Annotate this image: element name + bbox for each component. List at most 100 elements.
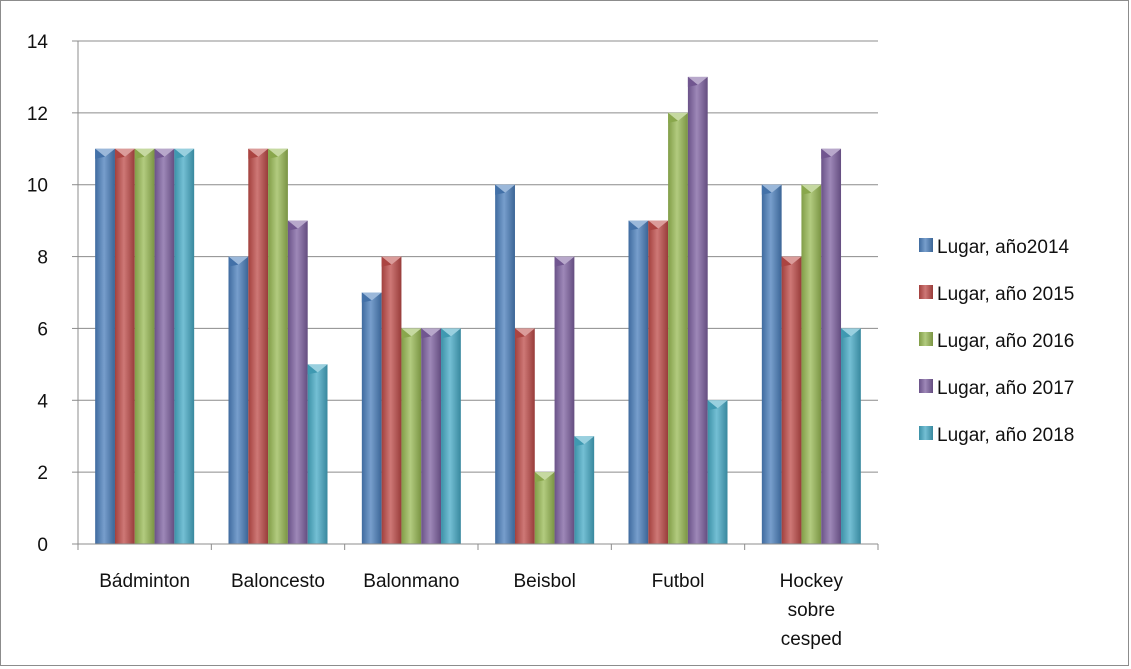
bar-body bbox=[248, 148, 269, 545]
bar-body bbox=[495, 184, 515, 544]
bar-cap-shade bbox=[574, 436, 585, 447]
legend-swatch bbox=[919, 332, 933, 346]
bar-cap-shade bbox=[801, 184, 812, 195]
bar-cap bbox=[707, 400, 728, 409]
bar-cap-shade bbox=[248, 148, 259, 159]
legend-item: Lugar, año 2018 bbox=[919, 425, 1074, 446]
bar-cap-shade bbox=[648, 220, 659, 231]
bar bbox=[841, 328, 861, 544]
bar-body bbox=[514, 328, 535, 544]
bar-cap bbox=[781, 256, 802, 265]
bar-cap-shade bbox=[174, 148, 185, 159]
bar-body bbox=[114, 148, 135, 545]
bar bbox=[648, 220, 669, 544]
bar-cap-shade bbox=[821, 148, 832, 159]
bar-cap bbox=[381, 256, 402, 265]
y-tick-label: 6 bbox=[37, 319, 48, 340]
bar-cap bbox=[114, 148, 135, 157]
bar bbox=[554, 256, 575, 544]
x-category-label: Futbol bbox=[652, 571, 705, 592]
bar-body bbox=[534, 472, 555, 544]
bar-cap-shade bbox=[381, 256, 392, 267]
bar bbox=[574, 436, 595, 544]
bar bbox=[174, 148, 195, 545]
bar-body bbox=[381, 256, 402, 544]
bar-body bbox=[668, 112, 688, 544]
bar bbox=[628, 220, 649, 544]
bar-body bbox=[421, 328, 442, 544]
bar-cap-shade bbox=[707, 400, 718, 411]
bar bbox=[821, 148, 842, 545]
x-category-label: Beisbol bbox=[514, 571, 576, 592]
gridlines bbox=[78, 40, 878, 473]
bar bbox=[421, 328, 442, 544]
bar-body bbox=[154, 148, 175, 545]
bar-cap bbox=[361, 292, 382, 301]
bar-cap-shade bbox=[401, 328, 412, 339]
bar-cap bbox=[228, 256, 249, 265]
bar-cap bbox=[495, 184, 515, 193]
bar-body bbox=[821, 148, 842, 545]
bar-cap-shade bbox=[361, 292, 372, 303]
x-category-label: sobre bbox=[788, 600, 836, 621]
bar-body bbox=[841, 328, 861, 544]
x-category-label: Hockey bbox=[780, 571, 844, 592]
bar-cap bbox=[668, 112, 688, 121]
bar bbox=[495, 184, 515, 544]
bar-body bbox=[287, 220, 308, 544]
bar-body bbox=[95, 148, 115, 545]
legend: Lugar, año2014 Lugar, año 2015 Lugar, año … bbox=[919, 237, 1074, 446]
bar-cap-shade bbox=[228, 256, 239, 267]
bar bbox=[441, 328, 461, 544]
bar-cap bbox=[821, 148, 842, 157]
bar-body bbox=[268, 148, 288, 545]
bar-cap bbox=[761, 184, 782, 193]
y-tick-label: 0 bbox=[37, 535, 48, 556]
bar-cap bbox=[154, 148, 175, 157]
bar-cap bbox=[421, 328, 442, 337]
bar-cap-shade bbox=[114, 148, 125, 159]
bar-body bbox=[628, 220, 649, 544]
legend-label: Lugar, año 2015 bbox=[937, 284, 1074, 305]
bar-cap bbox=[174, 148, 195, 157]
bar-body bbox=[687, 76, 708, 544]
bar bbox=[307, 364, 328, 544]
legend-swatch bbox=[919, 238, 933, 252]
legend-swatch bbox=[919, 285, 933, 299]
bar-cap bbox=[841, 328, 861, 337]
legend-label: Lugar, año 2018 bbox=[937, 425, 1074, 446]
bar-body bbox=[648, 220, 669, 544]
bar-cap bbox=[534, 472, 555, 481]
bar-body bbox=[574, 436, 595, 544]
bar-cap-shade bbox=[554, 256, 565, 267]
legend-swatch bbox=[919, 426, 933, 440]
legend-label: Lugar, año 2017 bbox=[937, 378, 1074, 399]
bar-cap bbox=[134, 148, 155, 157]
bar-cap-shade bbox=[268, 148, 278, 159]
bar bbox=[248, 148, 269, 545]
bar bbox=[707, 400, 728, 544]
bar bbox=[534, 472, 555, 544]
bar-cap bbox=[248, 148, 269, 157]
bar-cap bbox=[628, 220, 649, 229]
x-category-label: Bádminton bbox=[99, 571, 190, 592]
bar-cap bbox=[801, 184, 822, 193]
bar bbox=[95, 148, 115, 545]
bar bbox=[781, 256, 802, 544]
bars bbox=[95, 76, 861, 545]
y-tick-label: 12 bbox=[27, 104, 48, 125]
legend-item: Lugar, año 2017 bbox=[919, 378, 1074, 399]
bar bbox=[361, 292, 382, 544]
bar-cap-shade bbox=[514, 328, 525, 339]
bar-body bbox=[707, 400, 728, 544]
bar-cap-shade bbox=[687, 76, 698, 87]
legend-swatch bbox=[919, 379, 933, 393]
bar-body bbox=[361, 292, 382, 544]
x-category-label: cesped bbox=[781, 629, 842, 650]
bar-cap bbox=[514, 328, 535, 337]
bar bbox=[514, 328, 535, 544]
y-tick-label: 4 bbox=[37, 391, 48, 412]
bar-cap-shade bbox=[495, 184, 506, 195]
bar bbox=[381, 256, 402, 544]
